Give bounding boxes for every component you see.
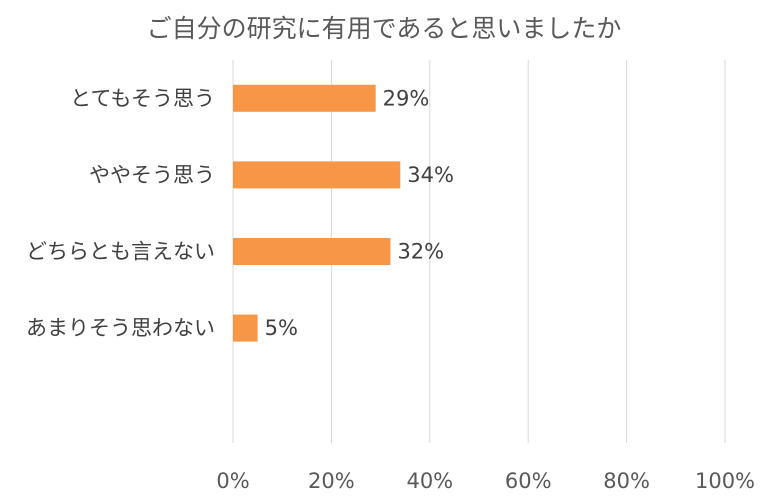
value-labels: 29% 34% 32% 5% xyxy=(265,86,454,340)
x-tick-label: 80% xyxy=(603,469,650,493)
category-label: ややそう思う xyxy=(89,163,215,187)
value-label: 5% xyxy=(265,316,298,340)
x-tick-label: 100% xyxy=(695,469,755,493)
x-tick-labels: 0% 20% 40% 60% 80% 100% xyxy=(216,469,755,493)
category-label: どちらとも言えない xyxy=(26,240,215,264)
chart-title: ご自分の研究に有用であると思いましたか xyxy=(147,14,622,43)
bars xyxy=(233,84,401,342)
x-tick-label: 60% xyxy=(505,469,552,493)
value-label: 32% xyxy=(397,240,444,264)
x-tick-label: 20% xyxy=(308,469,355,493)
value-label: 29% xyxy=(383,86,430,110)
value-label: 34% xyxy=(407,163,454,187)
x-tick-label: 0% xyxy=(216,469,249,493)
bar xyxy=(233,161,401,189)
bar xyxy=(233,314,258,342)
category-label: あまりそう思わない xyxy=(26,316,215,340)
x-tick-label: 40% xyxy=(406,469,453,493)
category-label: とてもそう思う xyxy=(70,86,215,110)
gridlines xyxy=(232,60,726,443)
bar xyxy=(233,84,376,112)
bar xyxy=(233,238,391,265)
